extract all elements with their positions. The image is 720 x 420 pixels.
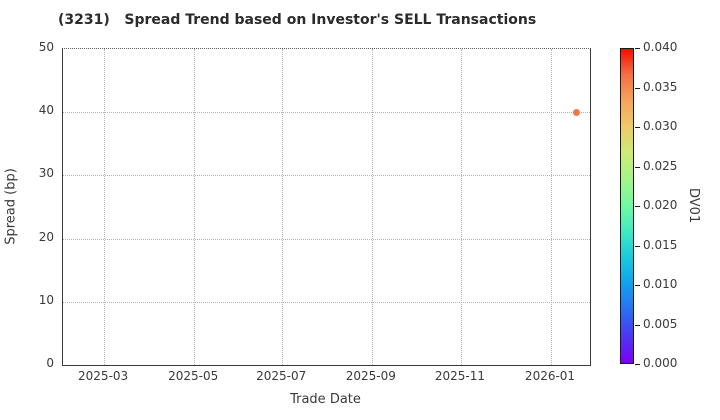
colorbar-tick-label: 0.040: [643, 40, 678, 54]
x-gridline: [551, 49, 552, 365]
y-tick-label: 40: [38, 103, 54, 118]
colorbar-tick-mark: [635, 166, 640, 168]
colorbar-tick-mark: [635, 245, 640, 247]
colorbar: [620, 48, 634, 364]
colorbar-tick-mark: [635, 48, 640, 49]
y-axis-tick-labels: 0 10 20 30 40 50: [0, 40, 54, 370]
y-tick-label: 50: [38, 40, 54, 54]
x-axis-label: Trade Date: [290, 392, 361, 407]
colorbar-tick-label: 0.020: [643, 198, 678, 212]
x-gridline: [282, 49, 284, 365]
colorbar-tick-label: 0.010: [643, 277, 678, 291]
colorbar-tick-label: 0.015: [643, 237, 678, 252]
colorbar-tick-marks: [635, 48, 640, 365]
plot-area: [62, 48, 591, 366]
scatter-point: [573, 108, 581, 116]
colorbar-tick-mark: [635, 206, 640, 207]
colorbar-tick-label: 0.025: [643, 158, 678, 173]
colorbar-tick-label: 0.000: [643, 356, 678, 370]
colorbar-tick-label: 0.030: [643, 119, 678, 133]
colorbar-tick-label: 0.035: [643, 79, 678, 94]
y-tick-label: 20: [38, 229, 54, 244]
y-gridline: [63, 112, 590, 114]
y-tick-label: 0: [46, 356, 54, 370]
x-gridline: [371, 49, 373, 365]
colorbar-tick-label: 0.005: [643, 316, 678, 331]
y-gridline: [63, 238, 590, 240]
x-tick-label: 2025-09: [345, 369, 396, 383]
colorbar-tick-mark: [635, 324, 640, 326]
x-tick-label: 2025-05: [168, 369, 219, 383]
y-tick-label: 30: [38, 166, 54, 181]
y-gridline: [63, 175, 590, 177]
colorbar-tick-mark: [635, 364, 640, 365]
x-gridline: [104, 49, 106, 365]
colorbar-tick-mark: [635, 285, 640, 286]
y-tick-label: 10: [38, 292, 54, 307]
x-tick-label: 2025-11: [434, 369, 485, 383]
colorbar-tick-mark: [635, 127, 640, 128]
colorbar-tick-mark: [635, 87, 640, 89]
x-tick-label: 2025-07: [256, 369, 307, 383]
x-gridline: [460, 49, 462, 365]
x-tick-label: 2026-01: [524, 369, 576, 383]
colorbar-label: DV01: [686, 188, 701, 224]
x-gridline: [194, 49, 196, 365]
x-tick-label: 2025-03: [78, 369, 129, 383]
chart-title: (3231) Spread Trend based on Investor's …: [58, 12, 537, 28]
y-gridline: [63, 301, 590, 303]
x-axis-tick-labels: 2025-03 2025-05 2025-07 2025-09 2025-11 2026-…: [62, 369, 589, 387]
colorbar-tick-labels: 0.000 0.005 0.010 0.015 0.020 0.025 0.030 0.035…: [643, 40, 687, 370]
